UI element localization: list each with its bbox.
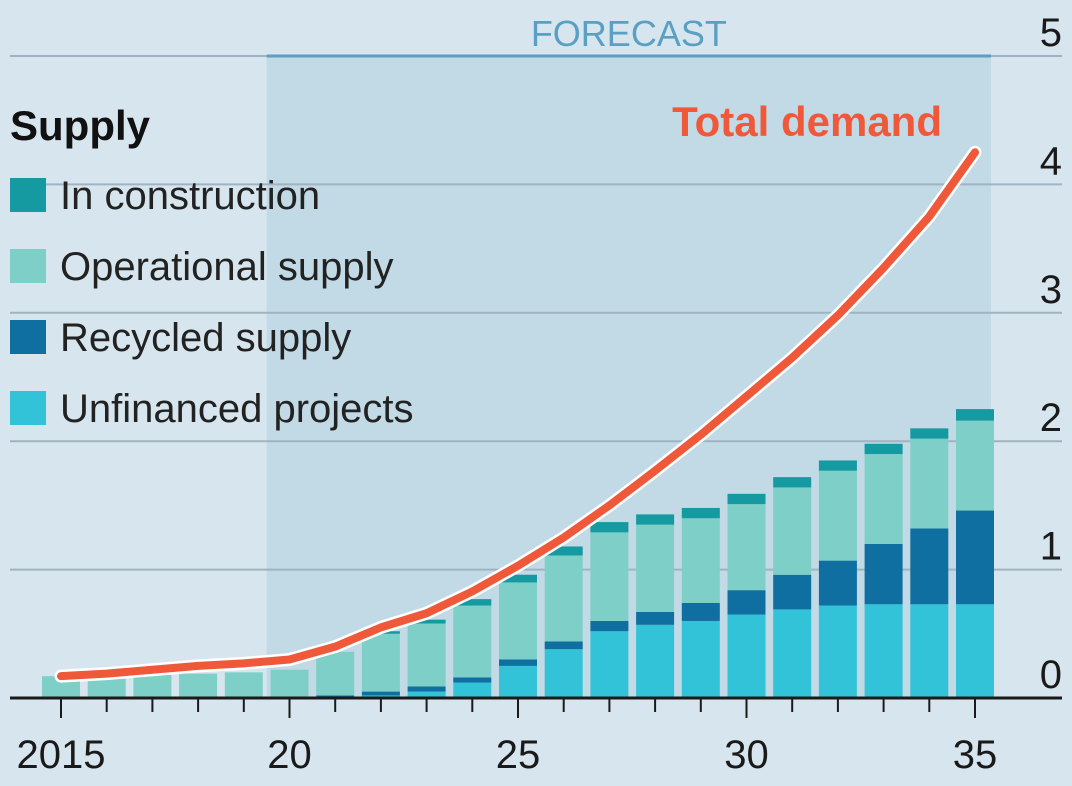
bar-operational-supply-2025 xyxy=(499,582,537,660)
demand-line-label: Total demand xyxy=(672,98,942,145)
bar-unfinanced-projects-2031 xyxy=(773,609,812,698)
bar-recycled-supply-2028 xyxy=(636,611,675,625)
y-tick-label-0: 0 xyxy=(1040,653,1062,697)
legend-swatch xyxy=(10,391,46,425)
bar-operational-supply-2022 xyxy=(361,633,400,692)
bar-unfinanced-projects-2028 xyxy=(636,624,675,698)
bar-in-construction-2023 xyxy=(407,619,446,624)
legend-item-recycled-supply: Recycled supply xyxy=(10,316,351,360)
bar-operational-supply-2032 xyxy=(818,470,857,561)
y-tick-label-4: 4 xyxy=(1040,139,1062,183)
bar-in-construction-2035 xyxy=(956,409,994,421)
bar-in-construction-2029 xyxy=(681,507,720,519)
bar-in-construction-2033 xyxy=(864,443,903,455)
y-tick-label-1: 1 xyxy=(1040,525,1062,569)
bar-unfinanced-projects-2034 xyxy=(910,604,949,698)
legend-swatch xyxy=(10,320,46,354)
x-axis: 2015 20 25 30 35 xyxy=(10,696,1062,777)
legend-item-in-construction: In construction xyxy=(10,174,320,218)
bar-operational-supply-2018 xyxy=(179,673,218,698)
stacked-bars xyxy=(42,409,994,698)
y-tick-label-5: 5 xyxy=(1040,11,1062,55)
x-tick-label-2020: 20 xyxy=(267,733,312,777)
bar-unfinanced-projects-2023 xyxy=(407,691,446,698)
bar-operational-supply-2026 xyxy=(544,555,583,642)
bar-unfinanced-projects-2029 xyxy=(681,620,720,698)
bar-recycled-supply-2032 xyxy=(818,560,857,606)
bar-unfinanced-projects-2030 xyxy=(727,614,766,698)
bar-in-construction-2026 xyxy=(544,546,583,556)
bar-unfinanced-projects-2033 xyxy=(864,604,903,698)
x-tick-label-2035: 35 xyxy=(953,733,998,777)
bar-operational-supply-2024 xyxy=(453,605,492,678)
bar-recycled-supply-2025 xyxy=(499,659,537,666)
bar-operational-supply-2016 xyxy=(87,676,126,698)
legend-item-unfinanced-projects: Unfinanced projects xyxy=(10,387,414,431)
bar-in-construction-2034 xyxy=(910,428,949,439)
bar-in-construction-2031 xyxy=(773,477,812,488)
bar-operational-supply-2019 xyxy=(224,672,263,698)
bar-unfinanced-projects-2024 xyxy=(453,682,492,698)
bar-recycled-supply-2029 xyxy=(681,602,720,621)
bar-recycled-supply-2035 xyxy=(956,510,994,605)
y-tick-label-2: 2 xyxy=(1040,396,1062,440)
bar-in-construction-2027 xyxy=(590,522,629,533)
forecast-label: FORECAST xyxy=(531,13,727,54)
bar-operational-supply-2031 xyxy=(773,487,812,575)
bar-operational-supply-2034 xyxy=(910,438,949,529)
legend-title: Supply xyxy=(10,102,151,149)
y-axis: 0 1 2 3 4 5 xyxy=(1040,11,1062,697)
bar-recycled-supply-2022 xyxy=(361,691,400,696)
bar-recycled-supply-2027 xyxy=(590,620,629,632)
bar-operational-supply-2027 xyxy=(590,532,629,621)
legend-label: In construction xyxy=(60,174,320,218)
bar-recycled-supply-2031 xyxy=(773,574,812,610)
bar-recycled-supply-2033 xyxy=(864,543,903,605)
bar-unfinanced-projects-2032 xyxy=(818,605,857,698)
gridlines xyxy=(10,55,1062,571)
legend-item-operational-supply: Operational supply xyxy=(10,245,394,289)
bar-in-construction-2028 xyxy=(636,514,675,525)
bar-unfinanced-projects-2026 xyxy=(544,649,583,698)
x-tick-label-2015: 2015 xyxy=(17,733,106,777)
bar-recycled-supply-2030 xyxy=(727,590,766,615)
legend-label: Operational supply xyxy=(60,245,394,289)
bar-operational-supply-2033 xyxy=(864,454,903,544)
bar-unfinanced-projects-2027 xyxy=(590,631,629,698)
demand-line-layer: Total demand xyxy=(54,98,982,683)
bar-operational-supply-2035 xyxy=(956,420,994,511)
bar-operational-supply-2029 xyxy=(681,518,720,603)
bar-recycled-supply-2024 xyxy=(453,677,492,683)
bar-recycled-supply-2023 xyxy=(407,686,446,692)
x-tick-label-2025: 25 xyxy=(496,733,541,777)
legend: Supply In construction Operational supply… xyxy=(10,102,414,431)
bar-in-construction-2030 xyxy=(727,493,766,505)
bar-operational-supply-2021 xyxy=(316,651,355,696)
demand-line xyxy=(57,148,979,681)
legend-label: Recycled supply xyxy=(60,316,351,360)
bar-recycled-supply-2034 xyxy=(910,528,949,605)
legend-swatch xyxy=(10,249,46,283)
bar-operational-supply-2028 xyxy=(636,524,675,612)
bar-in-construction-2025 xyxy=(499,574,537,583)
x-tick-label-2030: 30 xyxy=(724,733,769,777)
bar-in-construction-2032 xyxy=(818,460,857,471)
bar-unfinanced-projects-2035 xyxy=(956,604,994,698)
legend-label: Unfinanced projects xyxy=(60,387,414,431)
legend-swatch xyxy=(10,178,46,212)
bar-unfinanced-projects-2025 xyxy=(499,665,537,698)
bar-operational-supply-2020 xyxy=(270,669,309,698)
bar-in-construction-2024 xyxy=(453,599,492,606)
bar-recycled-supply-2026 xyxy=(544,641,583,650)
bar-operational-supply-2017 xyxy=(133,674,172,698)
bar-operational-supply-2023 xyxy=(407,623,446,687)
y-tick-label-3: 3 xyxy=(1040,268,1062,312)
bar-operational-supply-2030 xyxy=(727,504,766,591)
